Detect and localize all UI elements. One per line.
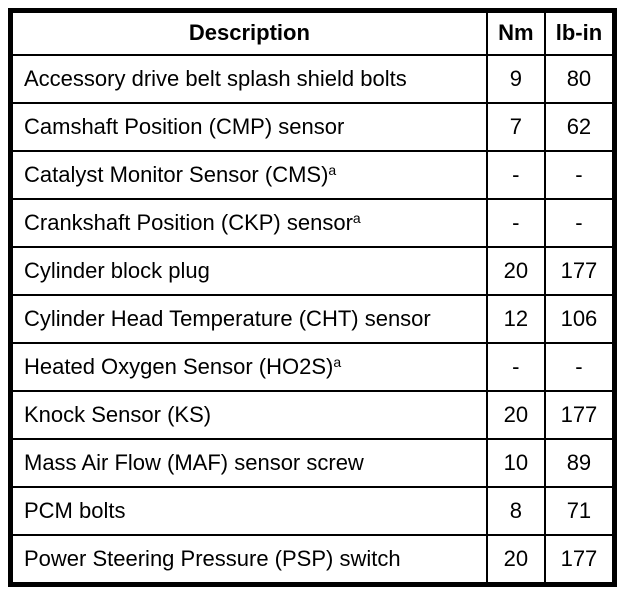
table-header: Description Nm lb-in bbox=[9, 9, 616, 56]
cell-description-text: Power Steering Pressure (PSP) switch bbox=[24, 545, 401, 571]
cell-description-text: Knock Sensor (KS) bbox=[24, 401, 212, 427]
table-row: Cylinder Head Temperature (CHT) sensor 1… bbox=[9, 294, 616, 344]
cell-lb-in: 106 bbox=[543, 294, 616, 344]
cell-description-text: Catalyst Monitor Sensor (CMS) bbox=[24, 161, 329, 187]
cell-description: Crankshaft Position (CKP) sensora bbox=[9, 198, 488, 248]
cell-description-text: Accessory drive belt splash shield bolts bbox=[24, 65, 407, 91]
cell-description-text: Cylinder block plug bbox=[24, 257, 210, 283]
torque-spec-table: Description Nm lb-in Accessory drive bel… bbox=[8, 8, 617, 587]
cell-description: Cylinder Head Temperature (CHT) sensor bbox=[9, 294, 488, 344]
cell-description: Power Steering Pressure (PSP) switch bbox=[9, 534, 488, 586]
cell-lb-in: 71 bbox=[543, 486, 616, 536]
cell-nm: 20 bbox=[485, 246, 546, 296]
table-row: Knock Sensor (KS) 20 177 bbox=[9, 390, 616, 440]
cell-nm: 8 bbox=[485, 486, 546, 536]
cell-description-text: Heated Oxygen Sensor (HO2S) bbox=[24, 353, 334, 379]
cell-lb-in: - bbox=[543, 150, 616, 200]
cell-nm: 7 bbox=[485, 102, 546, 152]
cell-lb-in: 177 bbox=[543, 534, 616, 586]
cell-description: Heated Oxygen Sensor (HO2S)a bbox=[9, 342, 488, 392]
cell-description-sup: a bbox=[328, 161, 337, 178]
cell-lb-in: 177 bbox=[543, 390, 616, 440]
table-row: Mass Air Flow (MAF) sensor screw 10 89 bbox=[9, 438, 616, 488]
cell-nm: 12 bbox=[485, 294, 546, 344]
cell-description-text: Crankshaft Position (CKP) sensor bbox=[24, 209, 353, 235]
cell-lb-in: - bbox=[543, 342, 616, 392]
cell-description-text: PCM bolts bbox=[24, 497, 126, 523]
table-row: Accessory drive belt splash shield bolts… bbox=[9, 54, 616, 104]
table-row: Camshaft Position (CMP) sensor 7 62 bbox=[9, 102, 616, 152]
cell-lb-in: 80 bbox=[543, 54, 616, 104]
table-row: Crankshaft Position (CKP) sensora - - bbox=[9, 198, 616, 248]
cell-description-text: Camshaft Position (CMP) sensor bbox=[24, 113, 345, 139]
cell-nm: - bbox=[485, 342, 546, 392]
cell-nm: - bbox=[485, 150, 546, 200]
cell-description: Accessory drive belt splash shield bolts bbox=[9, 54, 488, 104]
cell-nm: 20 bbox=[485, 390, 546, 440]
cell-description-text: Mass Air Flow (MAF) sensor screw bbox=[24, 449, 364, 475]
table-row: PCM bolts 8 71 bbox=[9, 486, 616, 536]
cell-nm: - bbox=[485, 198, 546, 248]
cell-nm: 10 bbox=[485, 438, 546, 488]
header-lb-in: lb-in bbox=[543, 9, 616, 56]
cell-description: PCM bolts bbox=[9, 486, 488, 536]
cell-description: Knock Sensor (KS) bbox=[9, 390, 488, 440]
cell-description-text: Cylinder Head Temperature (CHT) sensor bbox=[24, 305, 431, 331]
cell-description: Camshaft Position (CMP) sensor bbox=[9, 102, 488, 152]
table-body: Accessory drive belt splash shield bolts… bbox=[9, 54, 616, 586]
cell-lb-in: 62 bbox=[543, 102, 616, 152]
cell-description: Cylinder block plug bbox=[9, 246, 488, 296]
table-row: Cylinder block plug 20 177 bbox=[9, 246, 616, 296]
header-description: Description bbox=[9, 9, 488, 56]
table-row: Catalyst Monitor Sensor (CMS)a - - bbox=[9, 150, 616, 200]
cell-lb-in: 177 bbox=[543, 246, 616, 296]
table-row: Power Steering Pressure (PSP) switch 20 … bbox=[9, 534, 616, 586]
cell-description-sup: a bbox=[333, 353, 342, 370]
cell-nm: 20 bbox=[485, 534, 546, 586]
cell-lb-in: - bbox=[543, 198, 616, 248]
cell-description: Mass Air Flow (MAF) sensor screw bbox=[9, 438, 488, 488]
cell-description: Catalyst Monitor Sensor (CMS)a bbox=[9, 150, 488, 200]
header-row: Description Nm lb-in bbox=[9, 9, 616, 56]
cell-lb-in: 89 bbox=[543, 438, 616, 488]
cell-nm: 9 bbox=[485, 54, 546, 104]
table-row: Heated Oxygen Sensor (HO2S)a - - bbox=[9, 342, 616, 392]
header-nm: Nm bbox=[485, 9, 546, 56]
cell-description-sup: a bbox=[352, 209, 361, 226]
